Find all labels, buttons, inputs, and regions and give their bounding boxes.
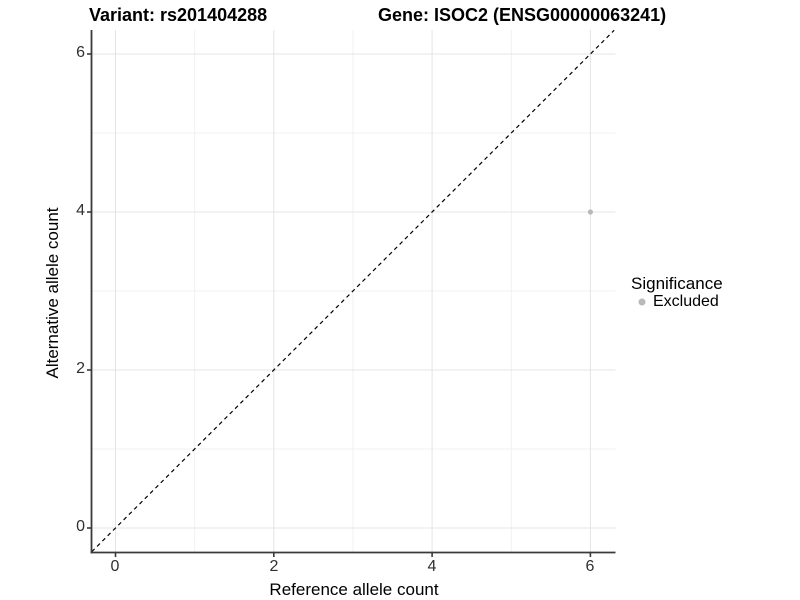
axis-lines — [90, 30, 616, 554]
x-axis-title: Reference allele count — [269, 580, 439, 599]
legend-marker-excluded-icon — [638, 298, 646, 306]
y-axis-title: Alternative allele count — [43, 207, 62, 379]
legend-label-excluded: Excluded — [653, 293, 719, 310]
y-tick-label-4: 4 — [76, 202, 85, 219]
y-tick-label-2: 2 — [76, 360, 85, 377]
data-points — [587, 209, 594, 215]
x-tick-label-2: 2 — [269, 558, 279, 575]
plot-title-gene: Gene: ISOC2 (ENSG00000063241) — [378, 5, 667, 25]
y-tick-label-0: 0 — [76, 518, 85, 535]
x-tick-label-6: 6 — [585, 558, 595, 575]
x-tick-label-0: 0 — [110, 558, 120, 575]
plot-title-variant: Variant: rs201404288 — [89, 5, 268, 25]
identity-dashed-line — [91, 29, 615, 553]
data-point — [587, 209, 594, 215]
major-gridlines — [91, 30, 616, 553]
y-tick-label-6: 6 — [76, 44, 85, 61]
tick-marks — [87, 53, 592, 557]
legend-title: Significance — [631, 274, 723, 293]
x-tick-label-4: 4 — [427, 558, 437, 575]
